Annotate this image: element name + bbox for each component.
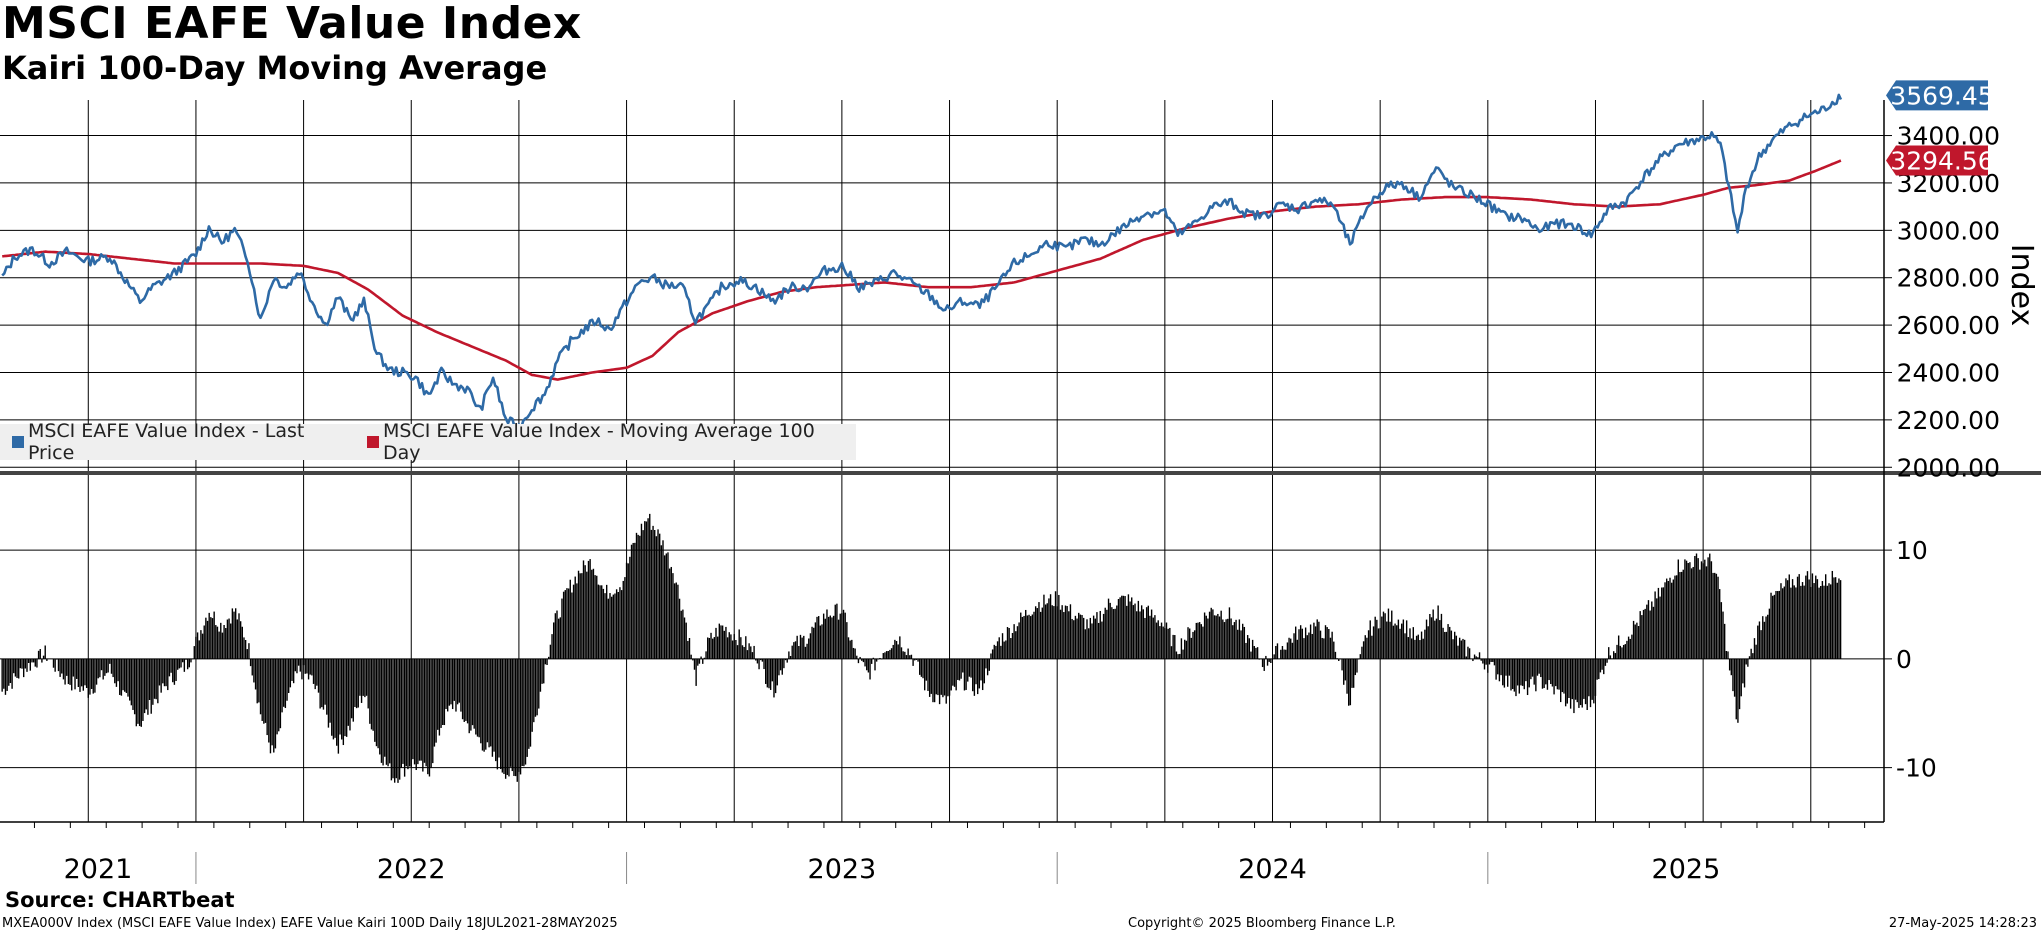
price-value-tag-text: 3569.45 (1890, 81, 1993, 110)
ytick-label-bottom: 0 (1896, 645, 1912, 674)
x-year-label: 2023 (808, 854, 877, 885)
chart-axes (0, 100, 2041, 884)
legend-swatch-price (12, 436, 24, 448)
y-axis-title: Index (2004, 244, 2039, 327)
x-year-label: 2025 (1652, 854, 1721, 885)
ma-100-line (2, 159, 1842, 381)
price-value-tag: 3569.45 (1886, 80, 1994, 111)
ma-value-tag: 3294.56 (1886, 145, 1994, 176)
x-year-label: 2022 (377, 854, 446, 885)
ytick-label-top: 2600.00 (1897, 311, 2000, 340)
legend-label-ma: MSCI EAFE Value Index - Moving Average 1… (383, 420, 815, 464)
x-year-label: 2021 (64, 854, 133, 885)
chart-grid (0, 100, 1884, 822)
footer-timestamp: 27-May-2025 14:28:23 (1888, 916, 2037, 931)
panel-separator (0, 471, 2041, 475)
ytick-label-top: 2000.00 (1897, 453, 2000, 482)
ytick-label-top: 2800.00 (1897, 264, 2000, 293)
ytick-label-bottom: 10 (1896, 536, 1928, 565)
legend-item-ma: MSCI EAFE Value Index - Moving Average 1… (367, 420, 856, 464)
ytick-label-bottom: -10 (1896, 754, 1937, 783)
legend-label-price: MSCI EAFE Value Index - Last Price (27, 420, 305, 464)
chart-labels: 2000.00 2200.00 2400.00 2600.00 2800.00 3000.… (64, 80, 2039, 885)
legend-item-price: MSCI EAFE Value Index - Last Price (12, 420, 355, 464)
last-price-line (1, 93, 1843, 430)
source-label: Source: CHARTbeat (5, 888, 235, 912)
chart-title: MSCI EAFE Value Index (2, 0, 582, 49)
legend: MSCI EAFE Value Index - Last Price MSCI … (0, 420, 856, 464)
ma-value-tag-bg (1886, 145, 1988, 176)
ytick-label-top: 2400.00 (1897, 358, 2000, 387)
legend-swatch-ma (367, 436, 379, 448)
kairi-bars (1, 513, 1842, 783)
footer-ticker-info: MXEA000V Index (MSCI EAFE Value Index) E… (2, 916, 618, 931)
ytick-label-top: 3000.00 (1897, 216, 2000, 245)
price-lines (1, 93, 1843, 430)
price-value-tag-bg (1886, 80, 1988, 111)
chart-subtitle: Kairi 100-Day Moving Average (2, 49, 548, 87)
x-year-label: 2024 (1238, 854, 1307, 885)
footer-copyright: Copyright© 2025 Bloomberg Finance L.P. (1128, 916, 1396, 931)
ma-value-tag-text: 3294.56 (1890, 147, 1993, 176)
ytick-label-top: 2200.00 (1897, 406, 2000, 435)
